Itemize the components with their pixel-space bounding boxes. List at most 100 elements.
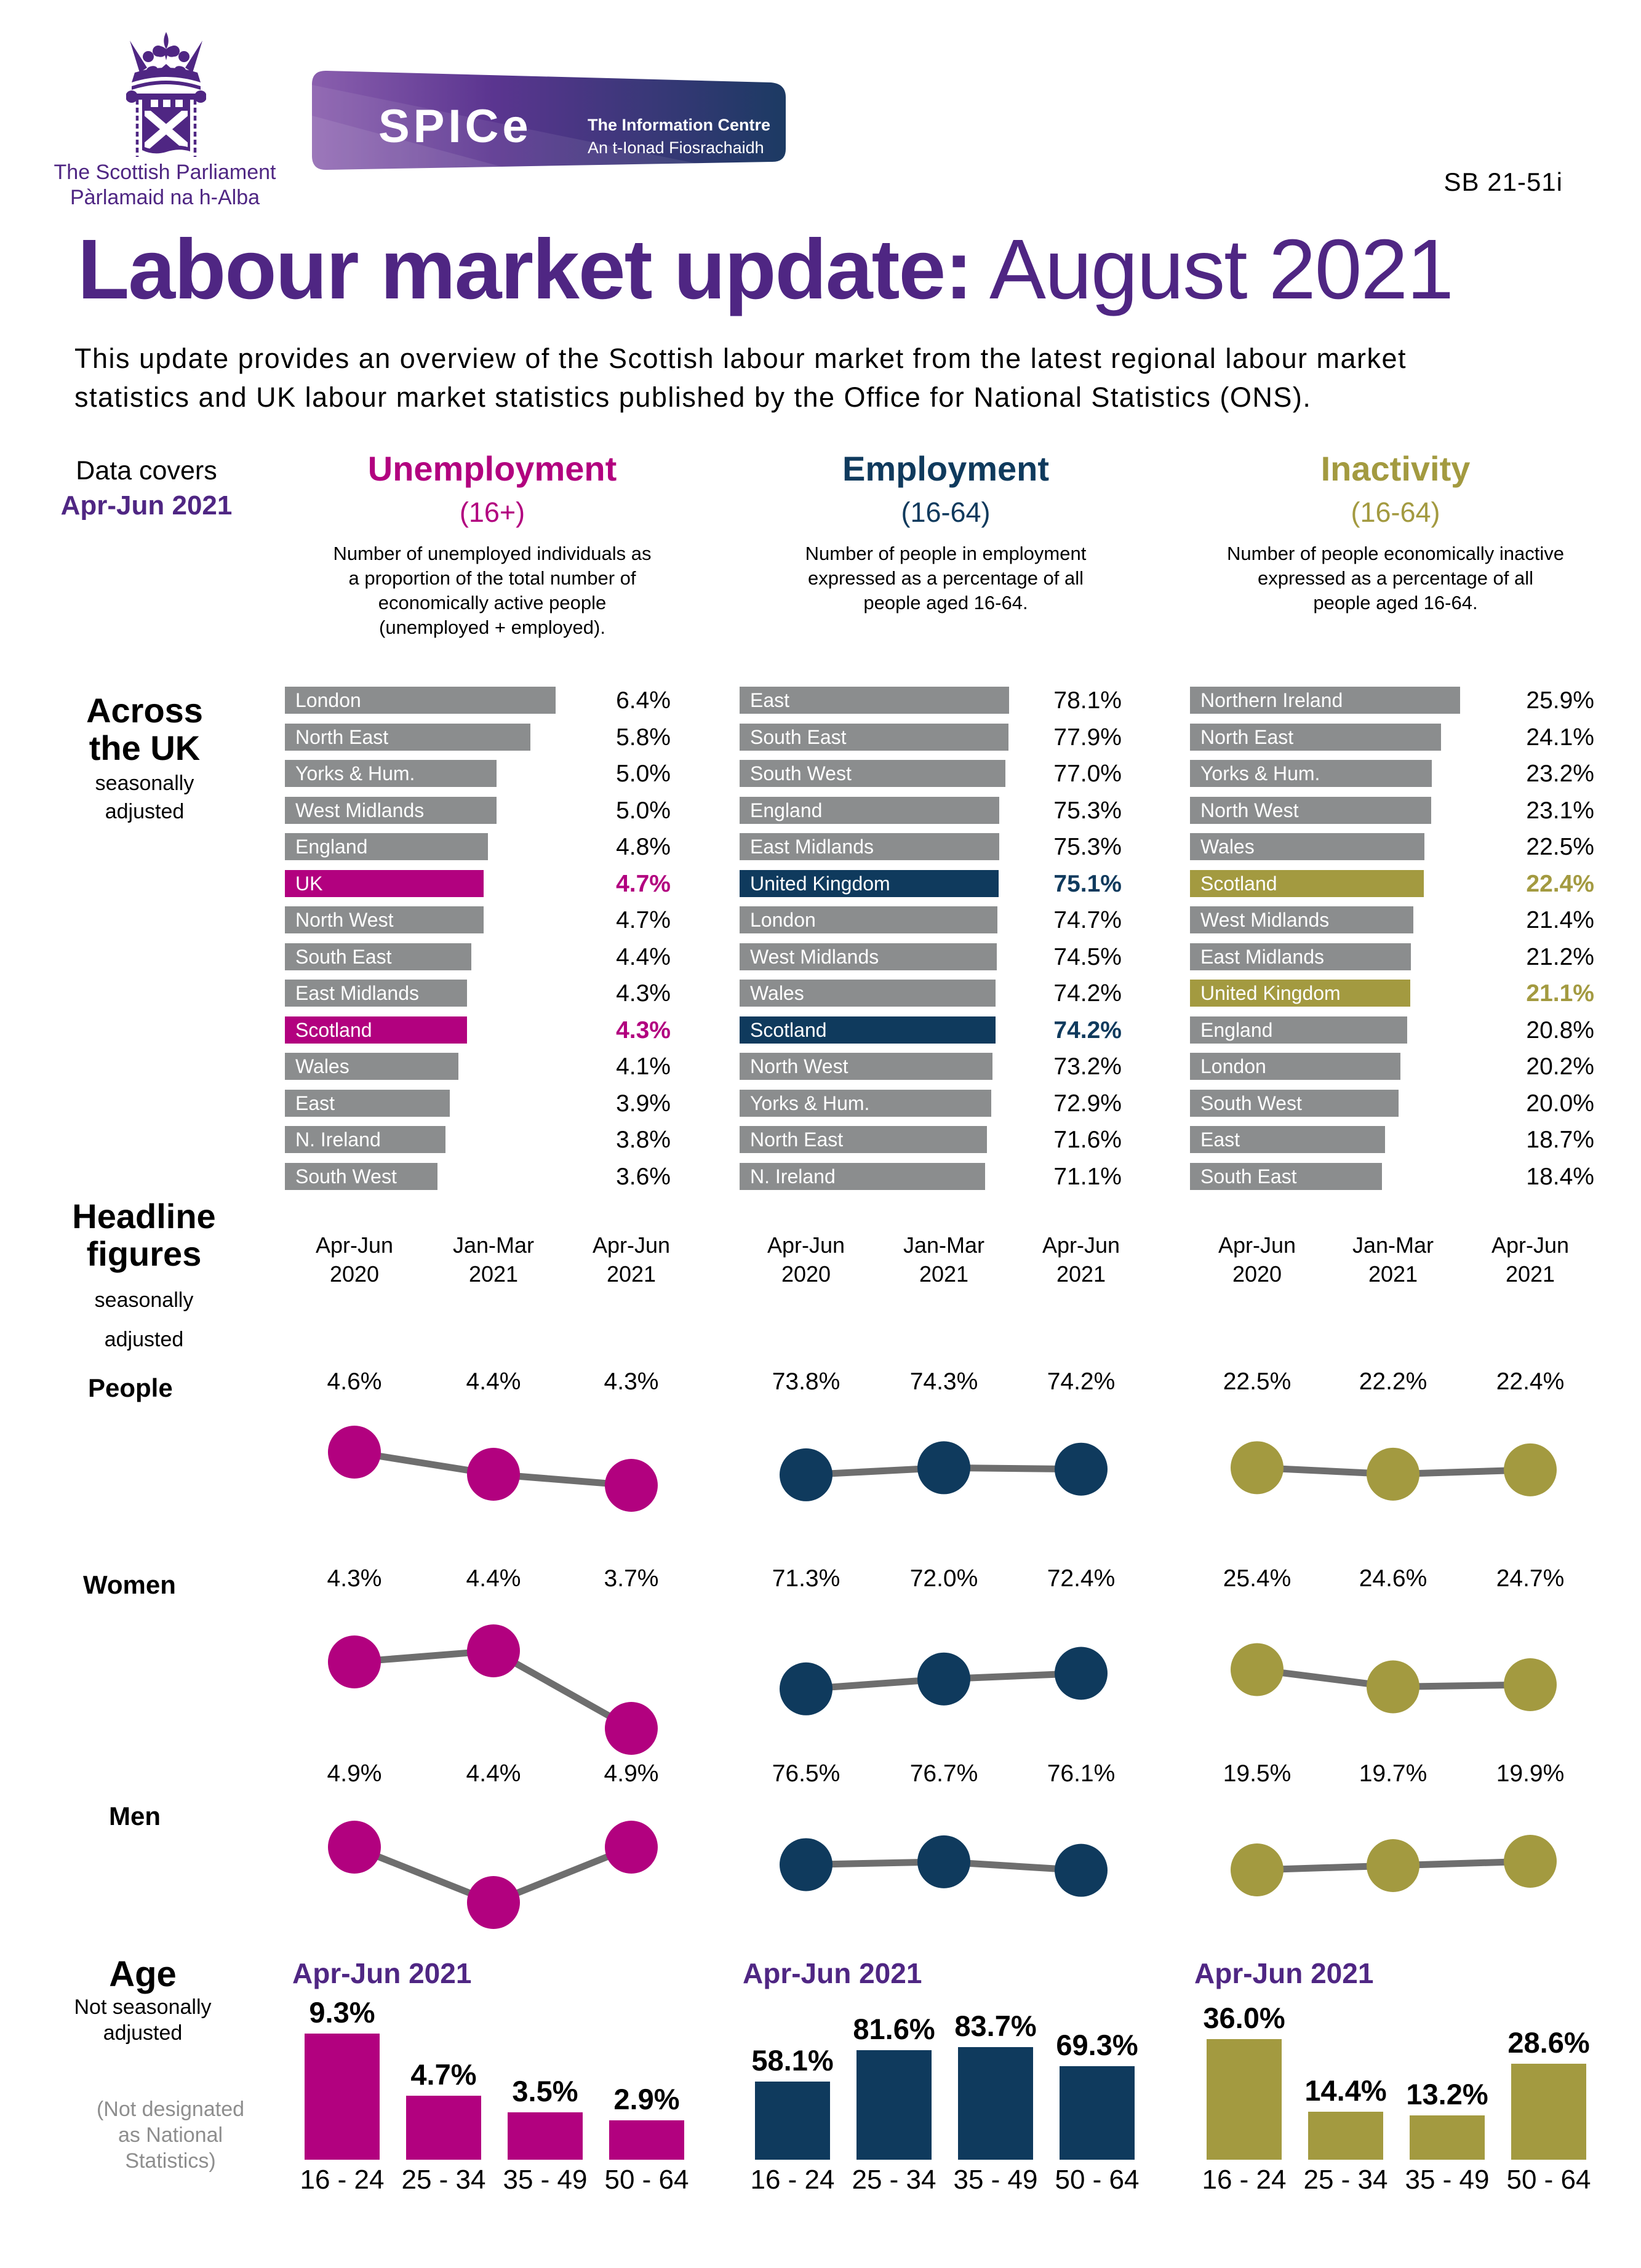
- region-bar-value: 71.6%: [1053, 1127, 1122, 1153]
- age-bar-category: 50 - 64: [1506, 2165, 1591, 2195]
- inactivity_headline-people-value: 22.2%: [1359, 1368, 1427, 1395]
- age-section-label: Age Not seasonally adjusted (Not designa…: [50, 1954, 244, 2174]
- headline-title-line2: figures: [86, 1234, 202, 1273]
- employment-age-range: (16-64): [901, 497, 991, 528]
- employment_age-bar-16-24: [755, 2082, 830, 2160]
- inactivity_headline-men-value: 19.5%: [1223, 1760, 1292, 1787]
- employment_headline-people-value: 74.3%: [909, 1368, 978, 1395]
- inactivity-description: Number of people economically inactive e…: [1227, 543, 1564, 613]
- region-bar-label: East: [1200, 1128, 1240, 1151]
- unemployment_headline-women-value: 4.4%: [466, 1565, 521, 1592]
- region-bar-label: East: [750, 689, 790, 711]
- period-label: Apr-Jun 2021: [592, 1232, 671, 1287]
- inactivity_regions-row-north-east: North East 24.1%: [1190, 723, 1594, 751]
- banner-gaelic: An t-Ionad Fiosrachaidh: [588, 138, 764, 157]
- region-bar: East Midlands: [740, 833, 999, 860]
- region-bar-label: South West: [1200, 1092, 1302, 1114]
- unemployment_regions-row-south-west: South West 3.6%: [285, 1162, 671, 1190]
- region-bar-value: 74.2%: [1053, 980, 1122, 1007]
- across-uk-sub-line2: adjusted: [105, 800, 185, 823]
- unemployment_age-bar-25-34: [406, 2096, 481, 2160]
- region-bar: England: [740, 796, 999, 824]
- data-covers-period: Apr-Jun 2021: [60, 490, 233, 521]
- unemployment-age-period: Apr-Jun 2021: [292, 1957, 472, 1989]
- age-bar-fill: [1308, 2112, 1383, 2160]
- region-bar-value: 4.8%: [616, 834, 671, 860]
- region-bar-label: East Midlands: [750, 836, 874, 858]
- region-bar-value: 74.5%: [1053, 943, 1122, 970]
- unemployment_regions-row-yorks-hum-: Yorks & Hum. 5.0%: [285, 760, 671, 787]
- period-label: Apr-Jun 2021: [1042, 1232, 1120, 1287]
- inactivity-age-range: (16-64): [1351, 497, 1440, 528]
- inactivity_headline-people-trend: [1231, 1441, 1557, 1501]
- unemployment_headline-men-trend: [328, 1821, 658, 1929]
- region-bar: West Midlands: [740, 943, 997, 970]
- region-bar-value: 22.4%: [1526, 870, 1594, 897]
- employment_regions-row-n-ireland: N. Ireland 71.1%: [740, 1162, 1122, 1190]
- inactivity_regions-row-scotland: Scotland 22.4%: [1190, 869, 1594, 897]
- region-bar: UK: [285, 869, 484, 897]
- region-bar: East: [740, 687, 1009, 714]
- inactivity_headline-women-value: 24.7%: [1496, 1565, 1565, 1592]
- region-bar: London: [1190, 1053, 1400, 1080]
- banner-brand: SPICe: [378, 100, 532, 153]
- intro-paragraph: This update provides an overview of the …: [74, 343, 1407, 413]
- age-title: Age: [109, 1954, 177, 1994]
- region-bar-label: South East: [1200, 1165, 1297, 1188]
- region-bar-label: Northern Ireland: [1200, 689, 1343, 711]
- region-bar-value: 22.5%: [1526, 834, 1594, 860]
- age-note: (Not designated as National Statistics): [78, 2096, 263, 2174]
- unemployment_age-bar-50-64: [609, 2120, 684, 2160]
- region-bar: South West: [1190, 1089, 1399, 1117]
- region-bar-label: East: [295, 1092, 335, 1114]
- region-bar: West Midlands: [285, 796, 497, 824]
- region-bar-label: Wales: [1200, 836, 1255, 858]
- unemployment_regions-row-south-east: South East 4.4%: [285, 943, 671, 970]
- region-bar-value: 20.8%: [1526, 1016, 1594, 1044]
- age-bar-fill: [508, 2112, 583, 2160]
- region-bar-value: 77.9%: [1053, 724, 1122, 751]
- unemployment_regions-row-wales: Wales 4.1%: [285, 1053, 671, 1080]
- region-bar-value: 20.2%: [1526, 1053, 1594, 1080]
- region-bar-value: 23.2%: [1526, 761, 1594, 787]
- region-bar: South East: [740, 723, 1008, 751]
- employment_headline-women-value: 72.4%: [1047, 1565, 1116, 1592]
- inactivity_regions-row-south-east: South East 18.4%: [1190, 1162, 1594, 1190]
- age-bar-value: 3.5%: [512, 2075, 578, 2107]
- region-bar: London: [285, 687, 556, 714]
- age-bar-category: 16 - 24: [1202, 2165, 1287, 2195]
- age-bar-value: 4.7%: [410, 2058, 477, 2091]
- employment_regions-row-north-east: North East 71.6%: [740, 1126, 1122, 1153]
- age-bar-fill: [958, 2047, 1033, 2160]
- region-bar-value: 21.2%: [1526, 943, 1594, 970]
- data-covers: Data covers Apr-Jun 2021: [54, 455, 239, 522]
- age-bar-value: 83.7%: [954, 2010, 1037, 2042]
- region-bar-value: 5.8%: [616, 724, 671, 751]
- employment_headline-people-value: 74.2%: [1047, 1368, 1116, 1395]
- age-bar-category: 35 - 49: [1405, 2165, 1490, 2195]
- employment_regions-row-yorks-hum-: Yorks & Hum. 72.9%: [740, 1089, 1122, 1117]
- period-label: Apr-Jun 2020: [767, 1232, 845, 1287]
- unemployment_headline-women-trend: [328, 1624, 658, 1755]
- unemployment_headline-men-value: 4.9%: [327, 1760, 382, 1787]
- across-uk-label: Across the UK seasonally adjusted: [52, 692, 237, 823]
- employment_regions-row-united-kingdom: United Kingdom 75.1%: [740, 869, 1122, 897]
- age-bar-fill: [305, 2034, 380, 2160]
- age-bar-category: 25 - 34: [401, 2165, 486, 2195]
- inactivity_headline-women-trend: [1231, 1643, 1557, 1714]
- region-bar-label: Scotland: [1200, 872, 1277, 895]
- unemployment_regions-row-scotland: Scotland 4.3%: [285, 1016, 671, 1044]
- region-bar: Scotland: [285, 1016, 467, 1044]
- employment_age-bar-25-34: [856, 2050, 932, 2160]
- region-bar-value: 74.7%: [1053, 907, 1122, 933]
- unemployment_regions-row-n-ireland: N. Ireland 3.8%: [285, 1126, 671, 1153]
- region-bar-label: United Kingdom: [1200, 982, 1341, 1004]
- employment_regions-row-wales: Wales 74.2%: [740, 980, 1122, 1007]
- region-bar: West Midlands: [1190, 906, 1413, 933]
- page-title-bold: Labour market update:: [78, 222, 973, 317]
- region-bar: England: [1190, 1016, 1407, 1044]
- employment-regions-chart: East 78.1% South East 77.9% South West 77.0% E…: [740, 687, 1122, 1199]
- region-bar-value: 3.8%: [616, 1127, 671, 1153]
- inactivity_regions-row-united-kingdom: United Kingdom 21.1%: [1190, 980, 1594, 1007]
- region-bar-value: 75.1%: [1053, 870, 1122, 897]
